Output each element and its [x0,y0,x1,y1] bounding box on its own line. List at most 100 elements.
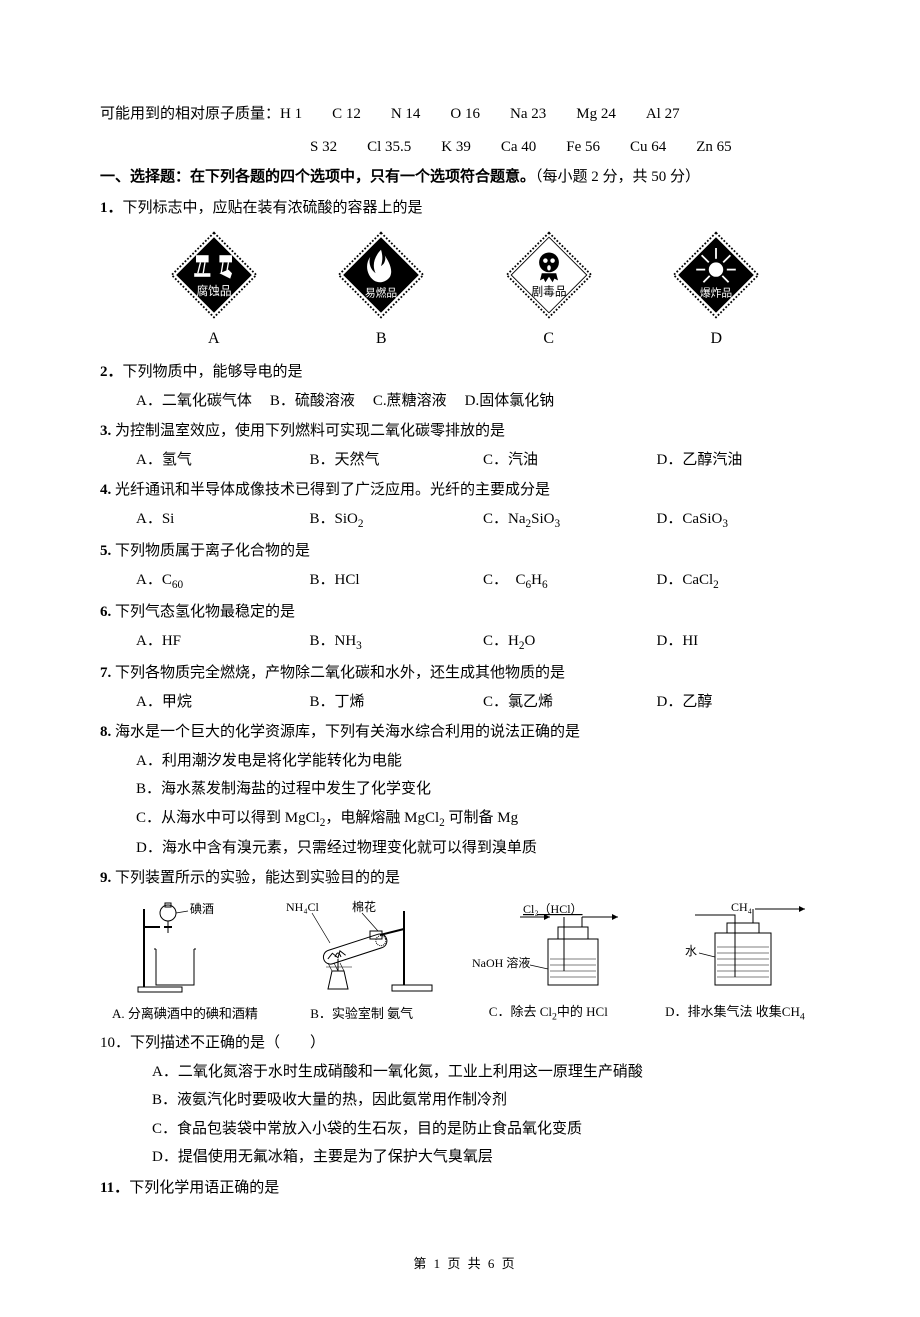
q1-hazard-A: 腐蚀品 A [154,230,274,354]
q2-options: A．二氧化碳气体 B．硫酸溶液 C.蔗糖溶液 D.固体氯化钠 [100,387,830,416]
flammable-icon: 易燃品 [336,230,426,320]
q4-num: 4. [100,482,111,498]
question-1: 1．下列标志中，应贴在装有浓硫酸的容器上的是 腐蚀品 A [100,194,830,355]
q5-num: 5. [100,543,111,559]
svg-text:爆炸品: 爆炸品 [700,287,732,300]
q9-label-A: A. 分离碘酒中的碘和酒精 [110,1002,260,1027]
q5-opt-D: D．CaCl2 [657,566,831,596]
svg-text:NH₄Cl: NH₄Cl [286,900,320,914]
q5-options: A．C60 B．HCl C． C6H6 D．CaCl2 [100,566,830,596]
svg-text:剧毒品: 剧毒品 [531,285,566,299]
q3-opt-C: C．汽油 [483,446,657,475]
question-2: 2．下列物质中，能够导电的是 A．二氧化碳气体 B．硫酸溶液 C.蔗糖溶液 D.… [100,358,830,415]
q10-opt-A: A．二氧化氮溶于水时生成硝酸和一氧化氮，工业上利用这一原理生产硝酸 [152,1058,830,1087]
q7-stem: 下列各物质完全燃烧，产物除二氧化碳和水外，还生成其他物质的是 [111,665,565,681]
q5-stem: 下列物质属于离子化合物的是 [111,543,310,559]
toxic-icon: 剧毒品 [504,230,594,320]
q2-opt-B: B．硫酸溶液 [270,387,355,416]
q11-stem: 下列化学用语正确的是 [129,1180,279,1196]
svg-text:水: 水 [685,944,697,958]
q10-opt-B: B．液氨汽化时要吸收大量的热，因此氨常用作制冷剂 [152,1086,830,1115]
q8-opt-D: D．海水中含有溴元素，只需经过物理变化就可以得到溴单质 [136,834,830,863]
q6-options: A．HF B．NH3 C．H2O D．HI [100,627,830,657]
q2-num: 2． [100,364,123,380]
q10-opt-D: D．提倡使用无氟冰箱，主要是为了保护大气臭氧层 [152,1143,830,1172]
q2-opt-A: A．二氧化碳气体 [136,387,252,416]
q5-opt-A: A．C60 [136,566,310,596]
q2-opt-C: C.蔗糖溶液 [373,387,447,416]
q4-options: A．Si B．SiO2 C．Na2SiO3 D．CaSiO3 [100,505,830,535]
q9-app-C: Cl₂（HCl） [463,899,633,998]
section-heading: 一、选择题：在下列各题的四个选项中，只有一个选项符合题意。（每小题 2 分，共 … [100,163,830,192]
q7-opt-D: D．乙醇 [657,688,831,717]
svg-text:CH₄: CH₄ [731,900,752,914]
q3-opt-B: B．天然气 [310,446,484,475]
q7-num: 7. [100,665,111,681]
q10-opt-C: C．食品包装袋中常放入小袋的生石灰，目的是防止食品氧化变质 [152,1115,830,1144]
q6-opt-D: D．HI [657,627,831,657]
q1-A-label: A [154,324,274,354]
q11-num: 11． [100,1180,129,1196]
svg-text:NaOH 溶液: NaOH 溶液 [472,955,530,970]
q9-label-B: B．实验室制 氨气 [277,1002,447,1027]
q7-opt-A: A．甲烷 [136,688,310,717]
question-11: 11．下列化学用语正确的是 [100,1174,830,1203]
q9-label-D: D．排水集气法 收集CH4 [650,1000,820,1027]
q9-num: 9. [100,870,111,886]
svg-text:Cl₂（HCl）: Cl₂（HCl） [523,902,583,916]
q8-opt-A: A．利用潮汐发电是将化学能转化为电能 [136,747,830,776]
q3-options: A．氢气 B．天然气 C．汽油 D．乙醇汽油 [100,446,830,475]
q8-num: 8. [100,724,111,740]
question-8: 8. 海水是一个巨大的化学资源库，下列有关海水综合利用的说法正确的是 A．利用潮… [100,718,830,862]
explosive-icon: 爆炸品 [671,230,761,320]
q10-num: 10． [100,1035,130,1051]
q4-opt-B: B．SiO2 [310,505,484,535]
section-heading-normal: （每小题 2 分，共 50 分） [535,169,700,185]
q9-app-A: 碘酒 [110,899,260,998]
svg-text:腐蚀品: 腐蚀品 [196,284,231,298]
q9-labels-row: A. 分离碘酒中的碘和酒精 B．实验室制 氨气 C．除去 Cl2中的 HCl D… [100,1000,830,1027]
question-5: 5. 下列物质属于离子化合物的是 A．C60 B．HCl C． C6H6 D．C… [100,537,830,596]
q1-B-label: B [321,324,441,354]
q4-opt-C: C．Na2SiO3 [483,505,657,535]
question-10: 10．下列描述不正确的是（ ） A．二氧化氮溶于水时生成硝酸和一氧化氮，工业上利… [100,1029,830,1172]
q1-hazard-B: 易燃品 B [321,230,441,354]
corrosive-icon: 腐蚀品 [169,230,259,320]
svg-text:易燃品: 易燃品 [365,287,397,300]
q2-opt-D: D.固体氯化钠 [465,387,555,416]
q9-stem: 下列装置所示的实验，能达到实验目的的是 [111,870,400,886]
q8-opt-C: C．从海水中可以得到 MgCl2，电解熔融 MgCl2 可制备 Mg [136,804,830,834]
q1-hazard-row: 腐蚀品 A 易燃品 B [100,230,830,354]
q9-apparatus-row: 碘酒 NH₄Cl 棉花 [100,899,830,998]
q8-options: A．利用潮汐发电是将化学能转化为电能 B．海水蒸发制海盐的过程中发生了化学变化 … [100,747,830,863]
q7-options: A．甲烷 B．丁烯 C．氯乙烯 D．乙醇 [100,688,830,717]
q1-C-label: C [489,324,609,354]
page-footer: 第 1 页 共 6 页 [100,1252,830,1277]
q8-opt-B: B．海水蒸发制海盐的过程中发生了化学变化 [136,775,830,804]
q4-stem: 光纤通讯和半导体成像技术已得到了广泛应用。光纤的主要成分是 [111,482,550,498]
q3-opt-A: A．氢气 [136,446,310,475]
q10-options: A．二氧化氮溶于水时生成硝酸和一氧化氮，工业上利用这一原理生产硝酸 B．液氨汽化… [100,1058,830,1172]
question-6: 6. 下列气态氢化物最稳定的是 A．HF B．NH3 C．H2O D．HI [100,598,830,657]
svg-text:棉花: 棉花 [352,899,376,914]
q6-opt-B: B．NH3 [310,627,484,657]
q4-opt-D: D．CaSiO3 [657,505,831,535]
q4-opt-A: A．Si [136,505,310,535]
q2-stem: 下列物质中，能够导电的是 [123,364,303,380]
q5-opt-B: B．HCl [310,566,484,596]
q1-hazard-C: 剧毒品 C [489,230,609,354]
q6-stem: 下列气态氢化物最稳定的是 [111,604,295,620]
question-9: 9. 下列装置所示的实验，能达到实验目的的是 [100,864,830,1027]
section-heading-bold: 一、选择题：在下列各题的四个选项中，只有一个选项符合题意。 [100,168,535,185]
q6-opt-C: C．H2O [483,627,657,657]
q6-opt-A: A．HF [136,627,310,657]
q3-opt-D: D．乙醇汽油 [657,446,831,475]
q3-num: 3. [100,423,111,439]
atomic-mass-line1: 可能用到的相对原子质量：H 1 C 12 N 14 O 16 Na 23 Mg … [100,100,830,129]
q5-opt-C: C． C6H6 [483,566,657,596]
q1-num: 1． [100,200,123,216]
q1-hazard-D: 爆炸品 D [656,230,776,354]
q6-num: 6. [100,604,111,620]
atomic-mass-line2: S 32 Cl 35.5 K 39 Ca 40 Fe 56 Cu 64 Zn 6… [100,133,830,162]
svg-text:碘酒: 碘酒 [190,902,214,916]
